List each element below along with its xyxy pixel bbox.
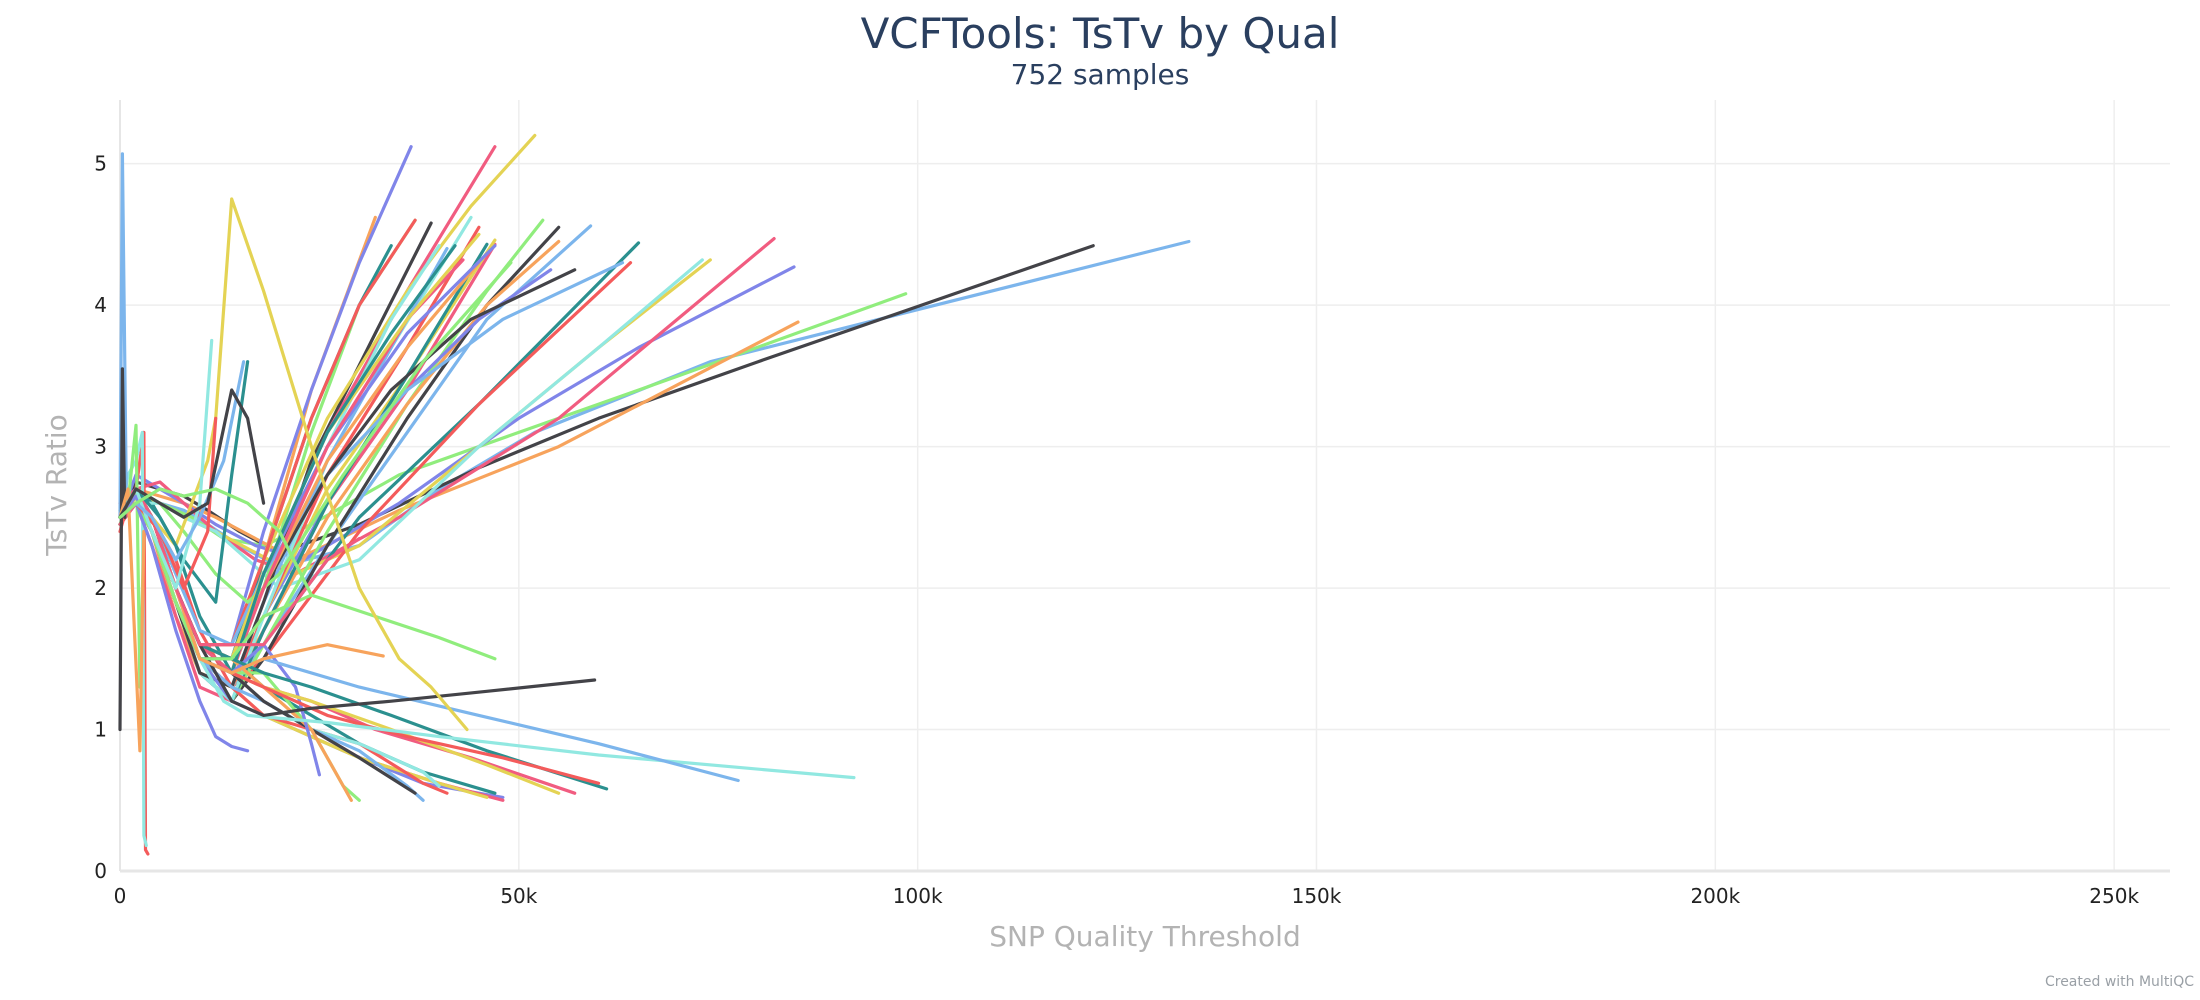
series-line <box>118 258 704 590</box>
grid-lines <box>120 100 2170 871</box>
series-line <box>118 320 800 562</box>
chart-title: VCFTools: TsTv by Qual <box>861 9 1340 58</box>
series-line <box>118 487 313 597</box>
y-tick-label: 0 <box>94 859 107 883</box>
x-tick-label: 250k <box>2089 884 2139 908</box>
series-line <box>118 239 1191 569</box>
series-line <box>118 487 361 647</box>
series-line <box>118 501 250 753</box>
y-tick-labels: 0 1 2 3 4 5 <box>94 152 107 883</box>
series-line <box>118 487 146 753</box>
x-tick-label: 50k <box>500 884 537 908</box>
x-tick-label: 150k <box>1292 884 1342 908</box>
y-tick-label: 2 <box>94 576 107 600</box>
series-line <box>118 265 796 562</box>
series-line <box>118 241 641 675</box>
y-tick-label: 3 <box>94 435 107 459</box>
credit-text: Created with MultiQC <box>2045 974 2194 990</box>
y-tick-label: 1 <box>94 718 107 742</box>
series-line <box>118 237 776 576</box>
series-line <box>118 367 127 732</box>
y-axis-title: TsTv Ratio <box>40 414 73 557</box>
y-tick-label: 5 <box>94 152 107 176</box>
x-tick-label: 200k <box>1690 884 1740 908</box>
chart-subtitle: 752 samples <box>1011 58 1190 91</box>
series-line <box>118 388 266 519</box>
x-tick-label: 100k <box>893 884 943 908</box>
series-lines <box>118 133 1191 856</box>
x-tick-labels: 0 50k 100k 150k 200k 250k <box>114 884 2140 908</box>
x-axis-title: SNP Quality Threshold <box>989 920 1300 953</box>
x-tick-label: 0 <box>114 884 127 908</box>
series-line <box>118 244 1095 555</box>
y-tick-label: 4 <box>94 293 107 317</box>
series-line <box>118 501 497 661</box>
